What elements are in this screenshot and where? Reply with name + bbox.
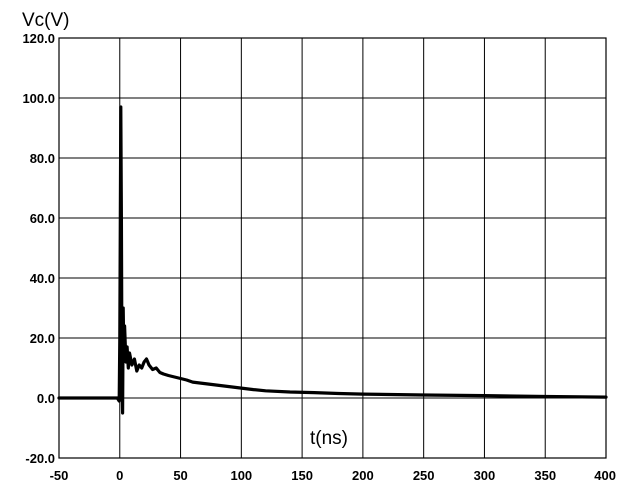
series-line: [57, 105, 608, 415]
y-tick-label: 20.0: [30, 331, 55, 346]
y-tick-label: -20.0: [25, 451, 55, 466]
x-tick-label: 50: [173, 468, 187, 483]
x-tick-labels: -50 0 50 100 150 200 250 300 350 400: [50, 468, 616, 483]
grid: [59, 38, 606, 458]
x-tick-label: 350: [534, 468, 556, 483]
x-tick-label: 300: [474, 468, 496, 483]
y-tick-label: 120.0: [22, 31, 55, 46]
y-tick-label: 80.0: [30, 151, 55, 166]
y-axis-label: Vc(V): [22, 10, 70, 31]
x-axis-label: t(ns): [310, 428, 348, 449]
y-tick-label: 100.0: [22, 91, 55, 106]
y-tick-label: 0.0: [37, 391, 55, 406]
x-tick-label: 100: [230, 468, 252, 483]
y-tick-label: 60.0: [30, 211, 55, 226]
x-tick-label: 150: [291, 468, 313, 483]
x-tick-label: 0: [116, 468, 123, 483]
x-tick-label: 250: [413, 468, 435, 483]
y-tick-label: 40.0: [30, 271, 55, 286]
series-layer: [57, 105, 608, 415]
x-tick-label: 400: [594, 468, 616, 483]
plot-area: [58, 37, 607, 459]
x-tick-label: -50: [50, 468, 69, 483]
y-tick-labels: -20.0 0.0 20.0 40.0 60.0 80.0 100.0 120.0: [22, 31, 55, 466]
x-tick-label: 200: [352, 468, 374, 483]
